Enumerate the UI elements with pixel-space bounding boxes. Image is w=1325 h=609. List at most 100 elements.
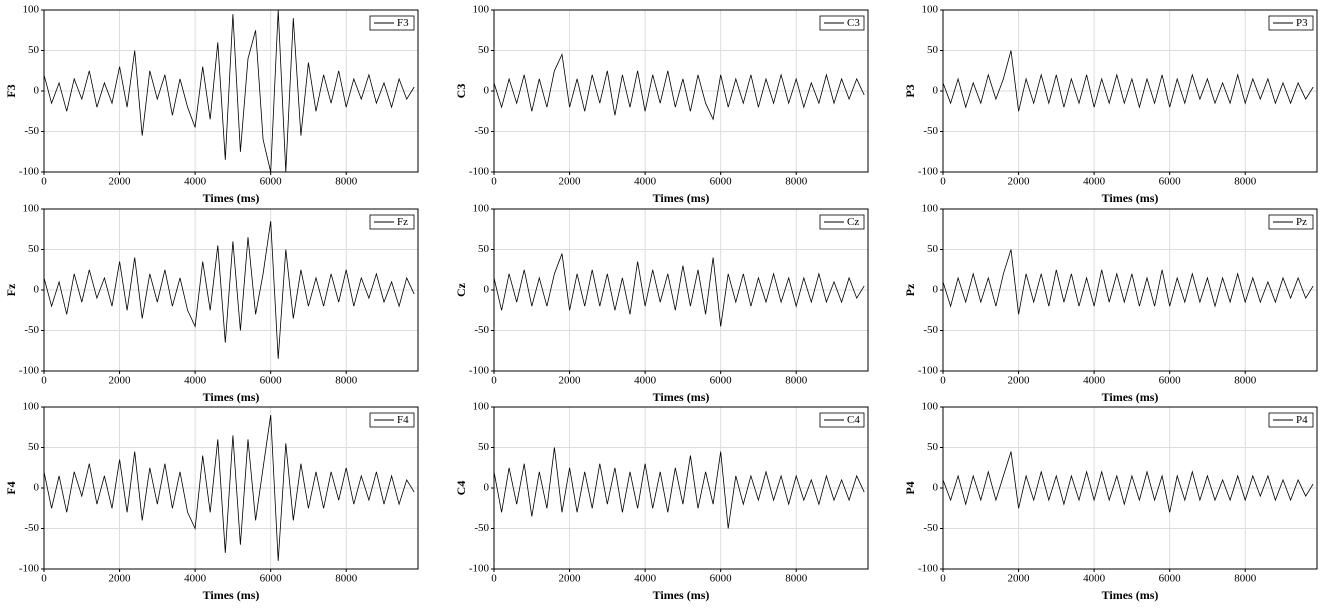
y-tick-label: 0: [933, 85, 939, 97]
x-tick-label: 0: [41, 573, 47, 585]
y-tick-label: -50: [474, 324, 489, 336]
plot-frame: [493, 208, 869, 372]
plot-frame: [493, 9, 869, 173]
plot-frame: [942, 406, 1318, 570]
x-axis-label: Times (ms): [653, 588, 710, 602]
y-axis-label: Cz: [454, 282, 468, 297]
y-axis-label: C4: [454, 481, 468, 496]
y-tick-label: 50: [478, 44, 490, 56]
panel: -100 -50 0 50 100 0 2000 4000 6000 8000 C3 Times (m…: [454, 4, 869, 205]
y-tick-label: 50: [478, 441, 490, 453]
x-tick-label: 4000: [184, 375, 207, 387]
x-tick-label: 4000: [634, 573, 657, 585]
signal-line: [43, 415, 415, 561]
y-tick-label: -50: [923, 125, 938, 137]
x-tick-label: 2000: [1008, 573, 1031, 585]
panel: -100 -50 0 50 100 0 2000 4000 6000 8000 P4 Times (m…: [903, 401, 1318, 602]
y-tick-label: -50: [24, 324, 39, 336]
x-tick-label: 4000: [634, 375, 657, 387]
y-tick-label: 100: [473, 4, 490, 16]
x-axis-label: Times (ms): [203, 390, 260, 404]
y-tick-label: 0: [933, 284, 939, 296]
x-axis-label: Times (ms): [203, 191, 260, 205]
x-tick-label: 0: [491, 573, 497, 585]
x-tick-label: 8000: [785, 573, 808, 585]
y-tick-label: 100: [922, 401, 939, 413]
y-tick-label: -100: [19, 563, 40, 575]
legend-label: Fz: [397, 216, 408, 228]
x-tick-label: 2000: [1008, 176, 1031, 188]
x-axis-label: Times (ms): [653, 390, 710, 404]
signal-line: [43, 221, 415, 359]
y-tick-label: 100: [23, 4, 40, 16]
y-tick-label: -50: [923, 522, 938, 534]
y-tick-label: 0: [34, 482, 40, 494]
x-axis-label: Times (ms): [653, 191, 710, 205]
y-tick-label: 50: [927, 441, 939, 453]
x-tick-label: 0: [491, 176, 497, 188]
x-tick-label: 2000: [109, 573, 132, 585]
x-tick-label: 6000: [710, 573, 733, 585]
y-tick-label: -100: [19, 365, 40, 377]
x-tick-label: 6000: [260, 573, 283, 585]
y-tick-label: 100: [23, 203, 40, 215]
x-tick-label: 2000: [109, 176, 132, 188]
x-tick-label: 6000: [1159, 176, 1182, 188]
y-tick-label: 0: [34, 284, 40, 296]
signal-line: [493, 447, 865, 529]
x-tick-label: 2000: [559, 573, 582, 585]
panel: -100 -50 0 50 100 0 2000 4000 6000 8000 F4 Times (m…: [4, 401, 419, 602]
y-tick-label: 100: [922, 4, 939, 16]
x-tick-label: 2000: [559, 176, 582, 188]
signal-line: [43, 9, 415, 173]
legend-label: P4: [1296, 414, 1308, 426]
x-axis-label: Times (ms): [1102, 191, 1159, 205]
panel: -100 -50 0 50 100 0 2000 4000 6000 8000 P3 Times (m…: [903, 4, 1318, 205]
panel: -100 -50 0 50 100 0 2000 4000 6000 8000 F3 Times (m…: [4, 4, 419, 205]
y-tick-label: -100: [19, 166, 40, 178]
y-tick-label: -100: [918, 365, 939, 377]
signal-line: [942, 451, 1314, 513]
legend-label: P3: [1296, 17, 1308, 29]
legend-label: Pz: [1296, 216, 1307, 228]
legend-label: F3: [397, 17, 409, 29]
x-tick-label: 0: [491, 375, 497, 387]
y-tick-label: 100: [922, 203, 939, 215]
y-tick-label: 100: [473, 203, 490, 215]
x-tick-label: 0: [940, 176, 946, 188]
y-tick-label: 0: [484, 85, 490, 97]
y-tick-label: 50: [478, 243, 490, 255]
x-tick-label: 4000: [184, 176, 207, 188]
y-axis-label: F3: [4, 84, 18, 97]
y-axis-label: Pz: [903, 283, 917, 296]
y-tick-label: 50: [927, 243, 939, 255]
plot-frame: [43, 9, 419, 173]
panel: -100 -50 0 50 100 0 2000 4000 6000 8000 C4 Times (m…: [454, 401, 869, 602]
y-tick-label: 0: [484, 482, 490, 494]
y-tick-label: 0: [34, 85, 40, 97]
x-tick-label: 6000: [260, 176, 283, 188]
x-tick-label: 6000: [710, 375, 733, 387]
x-tick-label: 8000: [1234, 573, 1257, 585]
x-tick-label: 4000: [634, 176, 657, 188]
signal-line: [942, 50, 1314, 112]
panel: -100 -50 0 50 100 0 2000 4000 6000 8000 Pz Times (m…: [903, 203, 1318, 404]
signal-line: [493, 53, 865, 121]
y-tick-label: -100: [469, 166, 490, 178]
plot-frame: [43, 208, 419, 372]
y-tick-label: 100: [473, 401, 490, 413]
y-tick-label: -100: [469, 365, 490, 377]
y-axis-label: P4: [903, 481, 917, 494]
y-axis-label: C3: [454, 84, 468, 99]
x-tick-label: 0: [41, 176, 47, 188]
panel: -100 -50 0 50 100 0 2000 4000 6000 8000 Cz Times (m…: [454, 203, 869, 404]
signal-line: [493, 253, 865, 327]
y-tick-label: -50: [474, 522, 489, 534]
y-axis-label: P3: [903, 84, 917, 97]
legend-label: F4: [397, 414, 409, 426]
x-tick-label: 0: [940, 573, 946, 585]
y-tick-label: 50: [28, 441, 40, 453]
y-tick-label: 0: [484, 284, 490, 296]
x-tick-label: 8000: [1234, 176, 1257, 188]
x-tick-label: 6000: [260, 375, 283, 387]
